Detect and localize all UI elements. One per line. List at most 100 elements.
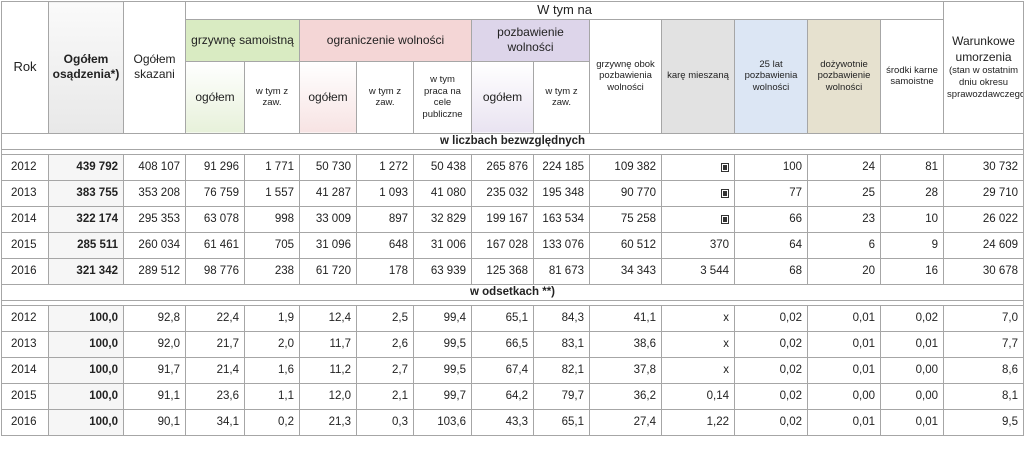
- table-cell: 50 730: [299, 153, 357, 181]
- header-warunkowe: Warunkowe umorzenia (stan w ostatnim dni…: [943, 1, 1024, 134]
- table-cell: 295 353: [123, 205, 186, 233]
- table-cell: 7,0: [943, 304, 1024, 332]
- section-header: w liczbach bezwzględnych: [0, 132, 1024, 150]
- table-cell: 63 939: [413, 257, 472, 285]
- table-cell: [661, 179, 735, 207]
- table-cell: 100,0: [48, 304, 124, 332]
- table-cell: 68: [734, 257, 808, 285]
- table-row: 2014 322 174 295 353 63 078 998 33 009 897 32 8…: [1, 205, 1024, 233]
- table-cell: 0,01: [807, 356, 881, 384]
- header-pozbawienie-wolnosci: pozbawienie wolności: [471, 18, 590, 62]
- table-cell: 98 776: [185, 257, 245, 285]
- table-cell: 12,4: [299, 304, 357, 332]
- no-data-marker-icon: [721, 214, 729, 224]
- table-row: 2012 439 792 408 107 91 296 1 771 50 730 1 272…: [1, 153, 1024, 181]
- table-cell: 322 174: [48, 205, 124, 233]
- table-cell: 90 770: [589, 179, 662, 207]
- table-cell: x: [661, 330, 735, 358]
- table-cell: 91 296: [185, 153, 245, 181]
- section-title: w odsetkach **): [0, 283, 1024, 301]
- table-cell: 0,01: [879, 408, 945, 436]
- table-cell: 370: [661, 231, 735, 259]
- year-cell: 2016: [1, 257, 49, 285]
- table-cell: 81 673: [533, 257, 590, 285]
- header-ogolem-skazani: Ogółem skazani: [123, 1, 186, 134]
- no-data-marker-icon: [721, 188, 729, 198]
- table-cell: 0,02: [879, 304, 945, 332]
- header-pozbawienie-zaw: w tym z zaw.: [533, 60, 590, 134]
- table-cell: 41,1: [589, 304, 662, 332]
- table-cell: 92,8: [123, 304, 186, 332]
- table-cell: 23: [807, 205, 881, 233]
- table-cell: 67,4: [471, 356, 534, 384]
- no-data-marker-icon: [721, 162, 729, 172]
- table-cell: 30 678: [943, 257, 1024, 285]
- table-cell: 2,6: [356, 330, 414, 358]
- year-cell: 2015: [1, 382, 49, 410]
- table-cell: 103,6: [413, 408, 472, 436]
- table-cell: 26 022: [943, 205, 1024, 233]
- table-cell: 100,0: [48, 382, 124, 410]
- table-cell: 16: [879, 257, 945, 285]
- table-cell: 1 771: [244, 153, 300, 181]
- table-cell: 32 829: [413, 205, 472, 233]
- table-cell: 0,01: [807, 408, 881, 436]
- table-cell: 1,22: [661, 408, 735, 436]
- year-cell: 2012: [1, 304, 49, 332]
- year-cell: 2015: [1, 231, 49, 259]
- section-header: w odsetkach **): [0, 283, 1024, 301]
- table-cell: 11,2: [299, 356, 357, 384]
- table-cell: 648: [356, 231, 414, 259]
- table-cell: 11,7: [299, 330, 357, 358]
- header-ograniczenie-praca: w tym praca na cele publiczne: [413, 60, 472, 134]
- table-cell: [661, 205, 735, 233]
- table-cell: 897: [356, 205, 414, 233]
- header-ogolem-osadzenia: Ogółem osądzenia*): [48, 1, 124, 134]
- table-cell: 28: [879, 179, 945, 207]
- table-cell: 235 032: [471, 179, 534, 207]
- table-body: w liczbach bezwzględnych 2012 439 792 408 1…: [0, 132, 1024, 436]
- table-row: 2015 285 511 260 034 61 461 705 31 096 648 31 0…: [1, 231, 1024, 259]
- table-cell: 8,6: [943, 356, 1024, 384]
- table-cell: 64: [734, 231, 808, 259]
- table-cell: 21,3: [299, 408, 357, 436]
- table-cell: 8,1: [943, 382, 1024, 410]
- table-cell: 353 208: [123, 179, 186, 207]
- header-grzywne-obok: grzywnę obok pozbawienia wolności: [589, 18, 662, 134]
- table-cell: 99,5: [413, 356, 472, 384]
- table-row: 2015 100,0 91,1 23,6 1,1 12,0 2,1 99,7 64,2 79,7 3…: [1, 382, 1024, 410]
- table-cell: 383 755: [48, 179, 124, 207]
- header-grzywna-ogolem: ogółem: [185, 60, 245, 134]
- table-cell: 41 080: [413, 179, 472, 207]
- header-grzywna-zaw: w tym z zaw.: [244, 60, 300, 134]
- table-cell: 99,5: [413, 330, 472, 358]
- table-cell: 2,7: [356, 356, 414, 384]
- table-cell: 0,00: [807, 382, 881, 410]
- header-ograniczenie-zaw: w tym z zaw.: [356, 60, 414, 134]
- table-cell: 3 544: [661, 257, 735, 285]
- table-cell: 65,1: [471, 304, 534, 332]
- table-cell: 9,5: [943, 408, 1024, 436]
- table-cell: 21,4: [185, 356, 245, 384]
- table-cell: 76 759: [185, 179, 245, 207]
- table-cell: 0,01: [807, 330, 881, 358]
- table-cell: 34,1: [185, 408, 245, 436]
- table-cell: 1,9: [244, 304, 300, 332]
- table-row: 2016 321 342 289 512 98 776 238 61 720 178 63 9…: [1, 257, 1024, 285]
- header-ograniczenie-wolnosci: ograniczenie wolności: [299, 18, 472, 62]
- table-row: 2012 100,0 92,8 22,4 1,9 12,4 2,5 99,4 65,1 84,3 4…: [1, 304, 1024, 332]
- table-row: 2013 383 755 353 208 76 759 1 557 41 287 1 093…: [1, 179, 1024, 207]
- table-cell: 0,02: [734, 408, 808, 436]
- table-cell: 10: [879, 205, 945, 233]
- year-cell: 2013: [1, 179, 49, 207]
- header-grzywne-samoistna: grzywnę samoistną: [185, 18, 300, 62]
- table-cell: 1 093: [356, 179, 414, 207]
- table-cell: 7,7: [943, 330, 1024, 358]
- header-rok: Rok: [1, 1, 49, 134]
- table-cell: 79,7: [533, 382, 590, 410]
- table-cell: 24: [807, 153, 881, 181]
- header-ograniczenie-ogolem: ogółem: [299, 60, 357, 134]
- table-cell: 1,1: [244, 382, 300, 410]
- table-cell: 1,6: [244, 356, 300, 384]
- table-cell: 82,1: [533, 356, 590, 384]
